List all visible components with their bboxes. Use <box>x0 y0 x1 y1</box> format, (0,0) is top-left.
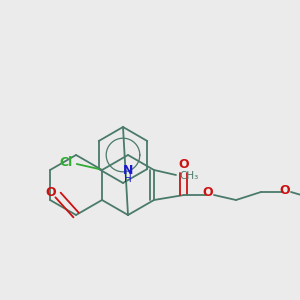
Text: CH₃: CH₃ <box>179 171 198 181</box>
Text: O: O <box>280 184 290 196</box>
Text: O: O <box>179 158 189 172</box>
Text: O: O <box>203 187 213 200</box>
Text: N: N <box>123 164 133 177</box>
Text: Cl: Cl <box>59 155 73 169</box>
Text: H: H <box>124 174 132 184</box>
Text: O: O <box>46 187 56 200</box>
